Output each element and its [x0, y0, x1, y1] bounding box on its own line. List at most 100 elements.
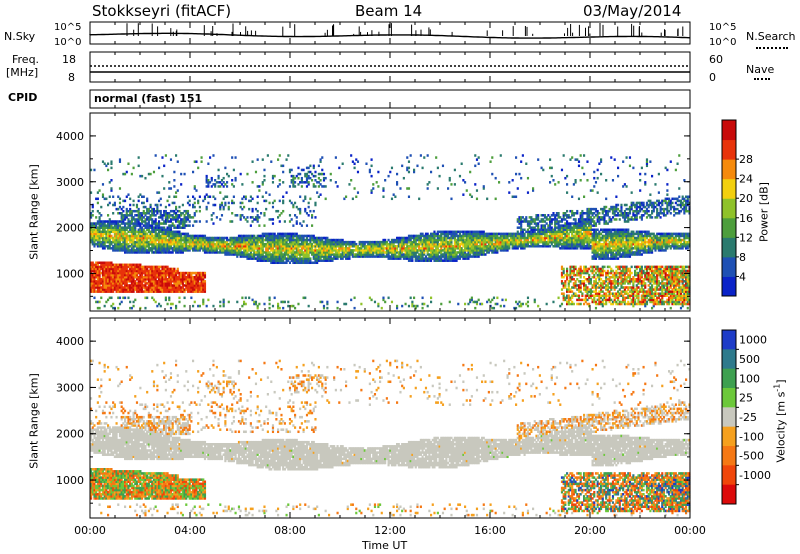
power-panel-cell [164, 205, 167, 209]
power-panel-cell [212, 195, 215, 199]
power-panel-cell [130, 172, 133, 176]
power-panel-cell [134, 220, 137, 223]
power-panel-cell [282, 201, 285, 205]
power-panel-cell [256, 201, 259, 205]
power-panel-cell [299, 212, 302, 215]
power-panel-cell [231, 220, 234, 223]
power-panel-cell [183, 218, 186, 221]
power-panel-cell [122, 247, 125, 250]
power-panel-cell [234, 236, 237, 240]
power-panel-cell [300, 247, 303, 250]
power-panel-cell [277, 236, 280, 240]
power-panel-cell [305, 172, 309, 176]
power-panel-cell [226, 238, 229, 242]
power-panel-cell [105, 278, 108, 281]
power-panel-cell [210, 176, 213, 180]
power-panel-cell [120, 286, 123, 289]
power-panel-cell [96, 226, 99, 229]
power-panel-cell [125, 247, 128, 250]
power-panel-cell [244, 255, 247, 258]
power-panel-cell [265, 257, 268, 260]
power-panel-cell [146, 288, 149, 291]
power-panel-cell [124, 284, 127, 287]
power-panel-cell [125, 286, 128, 289]
power-panel-cell [183, 242, 186, 246]
power-panel-cell [277, 261, 280, 265]
power-panel-cell [307, 238, 310, 242]
power-panel-cell [229, 240, 232, 244]
power-panel-cell [163, 232, 166, 236]
power-panel-cell [91, 228, 94, 232]
power-panel-cell [334, 247, 337, 250]
power-panel-cell [324, 253, 327, 256]
power-panel-cell [271, 218, 275, 221]
power-panel-cell [265, 259, 268, 262]
power-panel-cell [161, 156, 164, 159]
power-panel-cell [169, 158, 173, 161]
power-panel-cell [186, 288, 190, 291]
power-panel-cell [161, 271, 164, 275]
power-panel-cell [122, 249, 125, 252]
power-panel-cell [220, 242, 224, 246]
power-panel-cell [316, 181, 319, 184]
power-panel-cell [166, 284, 169, 287]
power-panel-cell [263, 255, 266, 258]
power-panel-cell [263, 238, 266, 242]
power-panel-cell [93, 282, 96, 285]
power-panel-cell [149, 284, 152, 287]
power-panel-cell [122, 230, 125, 234]
power-panel-cell [234, 238, 237, 242]
power-panel-cell [311, 179, 314, 182]
power-panel-cell [271, 249, 275, 252]
power-panel-cell [130, 228, 133, 232]
power-panel-cell [232, 195, 235, 199]
power-panel-cell [117, 282, 120, 285]
power-panel-cell [110, 296, 113, 300]
power-panel-cell [231, 201, 234, 205]
power-panel-cell [98, 232, 101, 236]
power-panel-cell [110, 220, 113, 223]
power-panel-cell [171, 290, 174, 293]
power-panel-cell [209, 236, 212, 240]
power-panel-cell [98, 261, 101, 265]
power-panel-cell [256, 306, 259, 310]
power-panel-cell [118, 247, 122, 250]
power-panel-cell [237, 253, 241, 256]
power-panel-cell [280, 249, 283, 252]
power-panel-cell [149, 286, 152, 289]
power-panel-cell [270, 249, 273, 252]
power-panel-cell [319, 300, 322, 304]
power-panel-cell [181, 224, 184, 227]
power-panel-cell [120, 216, 123, 219]
power-panel-cell [294, 253, 297, 256]
power-panel-cell [107, 224, 110, 227]
power-panel-cell [311, 253, 314, 256]
power-panel-cell [108, 181, 111, 184]
power-panel-cell [278, 245, 281, 248]
power-panel-cell [137, 280, 140, 283]
power-panel-cell [90, 278, 93, 281]
power-panel-cell [161, 273, 164, 277]
power-panel-cell [282, 199, 285, 203]
power-panel-cell [93, 245, 96, 248]
power-panel-cell [124, 271, 127, 275]
power-panel-cell [127, 247, 130, 250]
power-panel-cell [146, 251, 149, 254]
power-panel-cell [193, 288, 196, 291]
power-panel-cell [151, 282, 154, 285]
power-panel-cell [292, 203, 295, 207]
power-panel-cell [356, 160, 360, 163]
power-panel-cell [173, 195, 176, 199]
power-panel-cell [193, 247, 196, 250]
power-panel-cell [96, 236, 99, 240]
power-panel-cell [173, 212, 176, 215]
power-panel-cell [526, 304, 530, 308]
power-panel-cell [186, 224, 190, 227]
power-panel-cell [175, 242, 178, 246]
power-panel-cell [401, 304, 404, 308]
power-panel-cell [338, 245, 341, 248]
power-panel-cell [137, 242, 140, 246]
power-panel-cell [120, 249, 123, 252]
power-panel-cell [151, 232, 154, 236]
power-panel-cell [130, 271, 133, 275]
